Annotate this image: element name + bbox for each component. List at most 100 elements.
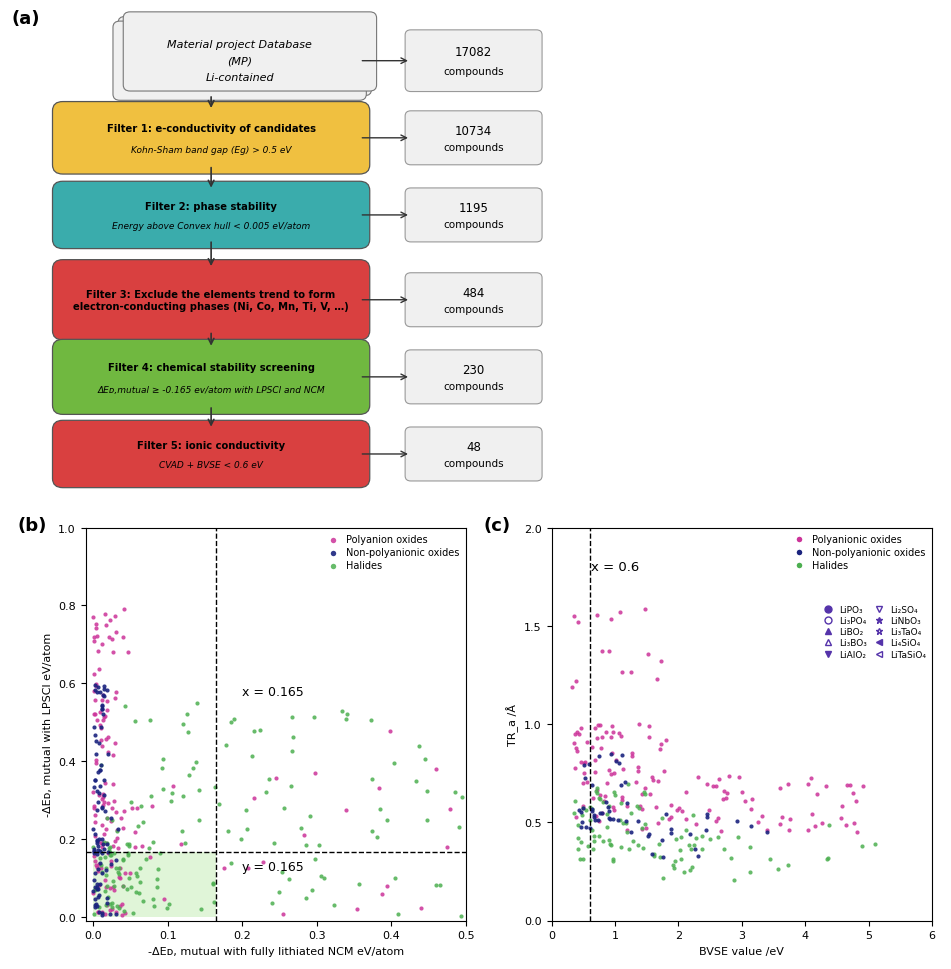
Non-polyanionic oxides [87, 843, 102, 859]
Non-polyanionic oxides [94, 800, 109, 816]
Non-polyanionic oxides [93, 844, 108, 860]
Polyanionic oxides [722, 768, 737, 784]
Polyanionic oxides [579, 774, 594, 790]
Polyanionic oxides [619, 798, 634, 814]
Polyanion oxides [89, 629, 105, 644]
Halides [743, 864, 758, 880]
Polyanion oxides [94, 835, 109, 851]
Polyanion oxides [116, 630, 131, 645]
Polyanion oxides [145, 798, 160, 814]
Polyanion oxides [98, 732, 113, 747]
Polyanionic oxides [593, 741, 609, 757]
Halides [575, 851, 591, 866]
Halides [122, 836, 137, 852]
Polyanionic oxides [587, 764, 602, 779]
Polyanionic oxides [600, 775, 615, 791]
Halides [625, 833, 640, 849]
Polyanion oxides [349, 901, 364, 917]
Polyanionic oxides [849, 825, 864, 840]
Halides [177, 835, 192, 851]
Non-polyanionic oxides [92, 876, 107, 891]
Legend: Polyanion oxides, Non-polyanionic oxides, Halides: Polyanion oxides, Non-polyanionic oxides… [321, 533, 461, 573]
Non-polyanionic oxides [87, 719, 102, 735]
Non-polyanionic oxides [87, 773, 103, 789]
Halides [605, 853, 620, 868]
Polyanionic oxides [800, 777, 815, 793]
Non-polyanionic oxides [89, 802, 105, 818]
Halides [631, 837, 646, 853]
Halides [122, 838, 137, 854]
Halides [655, 870, 670, 886]
Polyanion oxides [94, 692, 109, 707]
Polyanion oxides [96, 795, 111, 810]
Polyanion oxides [95, 791, 110, 806]
Halides [570, 841, 585, 857]
Polyanionic oxides [839, 817, 854, 832]
Polyanionic oxides [755, 808, 770, 824]
Polyanionic oxides [843, 777, 858, 793]
Polyanion oxides [90, 904, 106, 920]
Polyanion oxides [96, 709, 111, 725]
Polyanionic oxides [611, 605, 627, 620]
Halides [115, 851, 130, 866]
Polyanionic oxides [631, 717, 647, 733]
Text: 230: 230 [462, 363, 485, 376]
Polyanion oxides [115, 907, 130, 922]
Non-polyanionic oxides [96, 688, 111, 703]
Polyanionic oxides [710, 810, 726, 826]
Halides [339, 711, 354, 727]
Halides [102, 848, 117, 863]
Polyanionic oxides [570, 743, 585, 759]
Non-polyanionic oxides [104, 857, 119, 872]
Polyanionic oxides [745, 791, 760, 806]
Polyanionic oxides [603, 611, 618, 627]
Polyanionic oxides [569, 673, 584, 689]
Halides [302, 808, 318, 824]
Halides [311, 837, 326, 853]
Halides [133, 798, 148, 814]
Non-polyanionic oxides [572, 802, 587, 818]
Polyanionic oxides [641, 729, 656, 744]
Halides [153, 846, 168, 861]
Polyanion oxides [91, 877, 107, 892]
Halides [299, 891, 314, 906]
Polyanionic oxides [619, 823, 634, 838]
Polyanionic oxides [646, 772, 661, 788]
Polyanionic oxides [656, 764, 671, 779]
Polyanion oxides [127, 825, 143, 840]
Polyanionic oxides [569, 809, 584, 825]
Text: Filter 4: chemical stability screening: Filter 4: chemical stability screening [107, 362, 315, 372]
Polyanionic oxides [844, 785, 860, 800]
Polyanionic oxides [580, 735, 595, 750]
Halides [120, 881, 135, 896]
Halides [676, 864, 691, 880]
Polyanion oxides [98, 607, 113, 622]
Non-polyanionic oxides [585, 777, 600, 793]
Polyanion oxides [95, 688, 110, 703]
Text: (c): (c) [483, 516, 511, 534]
Halides [599, 820, 614, 835]
Halides [684, 859, 699, 874]
Non-polyanionic oxides [95, 907, 110, 922]
Polyanionic oxides [674, 803, 689, 819]
Halides [99, 879, 114, 894]
Non-polyanionic oxides [95, 702, 110, 717]
Polyanion oxides [114, 896, 129, 912]
Halides [99, 867, 114, 883]
Polyanion oxides [255, 855, 270, 870]
Halides [139, 852, 154, 867]
Polyanionic oxides [645, 769, 660, 785]
Non-polyanionic oxides [98, 862, 113, 878]
Halides [386, 755, 401, 770]
Polyanion oxides [91, 788, 107, 803]
Halides [104, 894, 119, 910]
Polyanionic oxides [671, 800, 687, 816]
Polyanion oxides [246, 790, 262, 805]
Polyanionic oxides [702, 802, 717, 818]
Polyanionic oxides [661, 811, 676, 827]
Halides [299, 837, 314, 853]
Text: Filter 1: e-conductivity of candidates: Filter 1: e-conductivity of candidates [107, 124, 316, 134]
Non-polyanionic oxides [576, 757, 592, 772]
Polyanion oxides [90, 905, 106, 921]
Polyanion oxides [106, 776, 121, 792]
